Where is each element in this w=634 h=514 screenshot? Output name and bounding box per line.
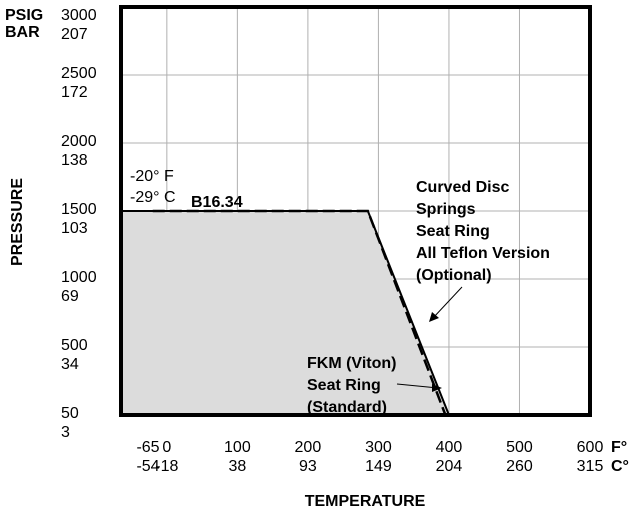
y-unit-psig: PSIG [5,7,43,24]
y-tick-bar: 207 [61,26,88,43]
y-tick-bar: 172 [61,84,88,101]
standard-label: B16.34 [191,194,243,211]
optional-label-line-1: Curved Disc [416,179,509,196]
x-tick-f: 600 [577,439,604,456]
optional-label-line-2: Springs [416,201,476,218]
y-tick-psig: 1500 [61,201,97,218]
standard-label-line-3: (Standard) [307,399,387,416]
x-tick-c: 260 [506,458,533,475]
x-unit-c: C° [611,458,629,475]
standard-label-line-2: Seat Ring [307,377,381,394]
y-tick-psig: 2000 [61,133,97,150]
y-tick-psig: 500 [61,337,88,354]
y-tick-bar: 138 [61,152,88,169]
y-tick-bar: 3 [61,424,70,441]
y-tick-bar: 34 [61,356,79,373]
optional-pointer-arrow [429,286,463,322]
x-tick-f: 100 [224,439,251,456]
y-tick-bar: 69 [61,288,79,305]
start-temp-f: -20° F [130,168,174,185]
standard-area-fill [121,211,449,415]
x-tick-f: 200 [295,439,322,456]
optional-series-line [152,209,447,416]
x-tick-c: 149 [365,458,392,475]
y-axis-label: PRESSURE [9,178,26,266]
x-tick-f: 400 [436,439,463,456]
y-tick-psig: 1000 [61,269,97,286]
x-axis-label: TEMPERATURE [305,493,426,510]
y-tick-psig: 50 [61,405,79,422]
y-tick-bar: 103 [61,220,88,237]
x-tick-f: 300 [365,439,392,456]
plot-frame [119,5,592,417]
x-tick-c: 93 [299,458,317,475]
x-tick-f: 0 [162,439,171,456]
standard-label-line-1: FKM (Viton) [307,355,396,372]
x-tick-c: -18 [155,458,178,475]
x-tick-c: 38 [228,458,246,475]
y-tick-psig: 3000 [61,7,97,24]
x-tick-f: 500 [506,439,533,456]
optional-label-line-3: Seat Ring [416,223,490,240]
x-tick-c: 315 [577,458,604,475]
optional-label-line-5: (Optional) [416,267,492,284]
x-tick-c: -54 [136,458,159,475]
standard-pointer-arrow [396,383,442,392]
start-temp-c: -29° C [130,189,176,206]
y-tick-psig: 2500 [61,65,97,82]
optional-label-line-4: All Teflon Version [416,245,550,262]
x-tick-f: -65 [136,439,159,456]
x-unit-f: F° [611,439,627,456]
x-tick-c: 204 [436,458,463,475]
y-unit-bar: BAR [5,24,40,41]
